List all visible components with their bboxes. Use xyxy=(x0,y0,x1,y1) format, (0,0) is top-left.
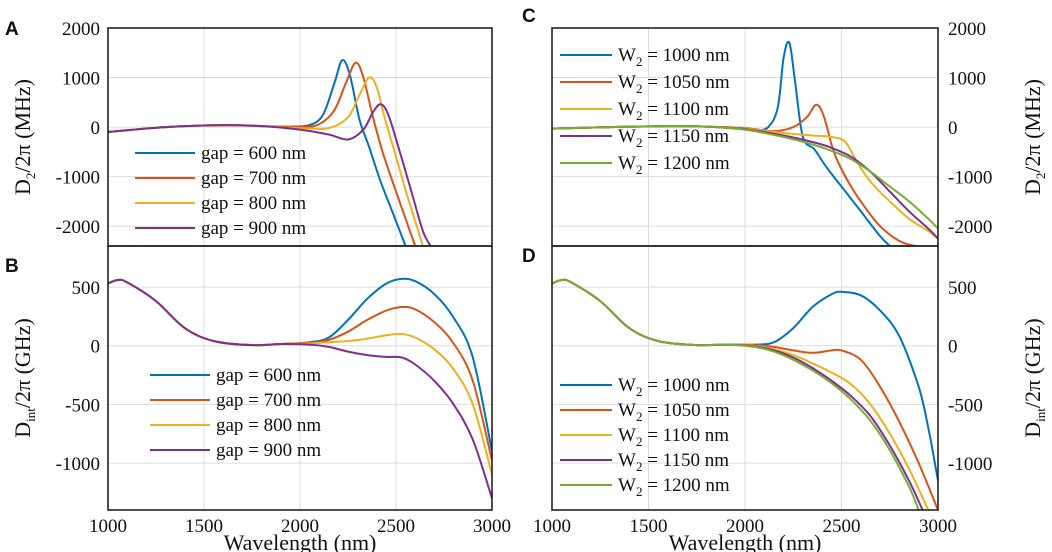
panel-c: 2000 1000 0 -1000 -2000 D2/2π (MHz) C W2 = 1000… xyxy=(522,6,1048,247)
legend-entry: gap = 900 nm xyxy=(201,218,306,239)
y-axis-label: D2/2π (MHz) xyxy=(1020,79,1048,195)
series-line xyxy=(108,103,432,246)
x-tick-label: 2500 xyxy=(377,516,415,537)
x-tick-label: 1000 xyxy=(533,516,571,537)
legend-entry: gap = 600 nm xyxy=(201,143,306,164)
x-tick-label: 1500 xyxy=(185,516,223,537)
y-tick-label: 1000 xyxy=(948,69,986,90)
y-tick-label: -2000 xyxy=(948,217,992,238)
x-tick-label: 2000 xyxy=(726,516,764,537)
x-tick-label: 1000 xyxy=(89,516,127,537)
y-tick-label: -1000 xyxy=(56,454,100,475)
y-tick-label: -1000 xyxy=(948,168,992,189)
y-axis-label: Dint/2π (GHz) xyxy=(10,318,38,438)
legend-entry: gap = 700 nm xyxy=(201,168,306,189)
plot-frame xyxy=(107,245,493,511)
y-tick-label: 2000 xyxy=(948,19,986,40)
series-line xyxy=(552,278,924,510)
y-tick-label: -1000 xyxy=(948,454,992,475)
panel-label: C xyxy=(522,6,536,27)
y-tick-label: 0 xyxy=(948,118,958,139)
legend-entry: W2 = 1200 nm xyxy=(618,153,730,177)
legend-entry: W2 = 1000 nm xyxy=(618,45,730,69)
legend-entry: W2 = 1150 nm xyxy=(618,450,729,474)
plot-frame xyxy=(551,245,939,511)
y-tick-label: 500 xyxy=(948,278,977,299)
legend-entry: gap = 700 nm xyxy=(216,390,321,411)
legend-entry: W2 = 1100 nm xyxy=(618,99,729,123)
legend-entry: W2 = 1000 nm xyxy=(618,375,730,399)
panel-d: 500 0 -500 -1000 1000 1500 2000 2500 3000 Wavelen… xyxy=(522,245,1048,552)
series-line xyxy=(552,125,938,230)
legend-entry: W2 = 1100 nm xyxy=(618,425,729,449)
y-tick-label: -500 xyxy=(65,395,100,416)
series-line xyxy=(552,103,916,246)
legend-entry: gap = 800 nm xyxy=(201,193,306,214)
y-tick-label: -500 xyxy=(948,395,983,416)
y-axis-label: Dint/2π (GHz) xyxy=(1020,318,1048,438)
y-tick-label: 0 xyxy=(948,337,958,358)
panel-label: A xyxy=(5,19,19,40)
y-tick-label: 0 xyxy=(91,118,101,139)
x-tick-label: 2500 xyxy=(823,516,861,537)
x-axis-label: Wavelength (nm) xyxy=(224,530,377,552)
legend-entry: W2 = 1150 nm xyxy=(618,126,729,150)
x-tick-label: 2000 xyxy=(281,516,319,537)
y-tick-label: 2000 xyxy=(62,19,100,40)
y-axis-label: D2/2π (MHz) xyxy=(10,79,38,195)
series-line xyxy=(108,278,492,500)
legend-entry: gap = 800 nm xyxy=(216,415,321,436)
panel-label: D xyxy=(522,246,536,267)
panel-b: 500 0 -500 -1000 1000 1500 2000 2500 3000 Wavelen… xyxy=(5,245,511,552)
series-line xyxy=(552,278,920,510)
x-tick-label: 3000 xyxy=(473,516,511,537)
legend-entry: gap = 600 nm xyxy=(216,365,321,386)
panel-label: B xyxy=(5,256,19,277)
x-tick-label: 1500 xyxy=(630,516,668,537)
y-tick-label: 1000 xyxy=(62,69,100,90)
x-tick-label: 3000 xyxy=(919,516,957,537)
legend-entry: W2 = 1200 nm xyxy=(618,475,730,499)
y-tick-label: -1000 xyxy=(56,168,100,189)
x-axis-label: Wavelength (nm) xyxy=(669,530,822,552)
legend-entry: gap = 900 nm xyxy=(216,440,321,461)
series-line xyxy=(552,278,930,510)
legend-entry: W2 = 1050 nm xyxy=(618,400,730,424)
legend-entry: W2 = 1050 nm xyxy=(618,72,730,96)
y-tick-label: 0 xyxy=(91,337,101,358)
y-tick-label: -2000 xyxy=(56,217,100,238)
y-tick-label: 500 xyxy=(72,278,101,299)
